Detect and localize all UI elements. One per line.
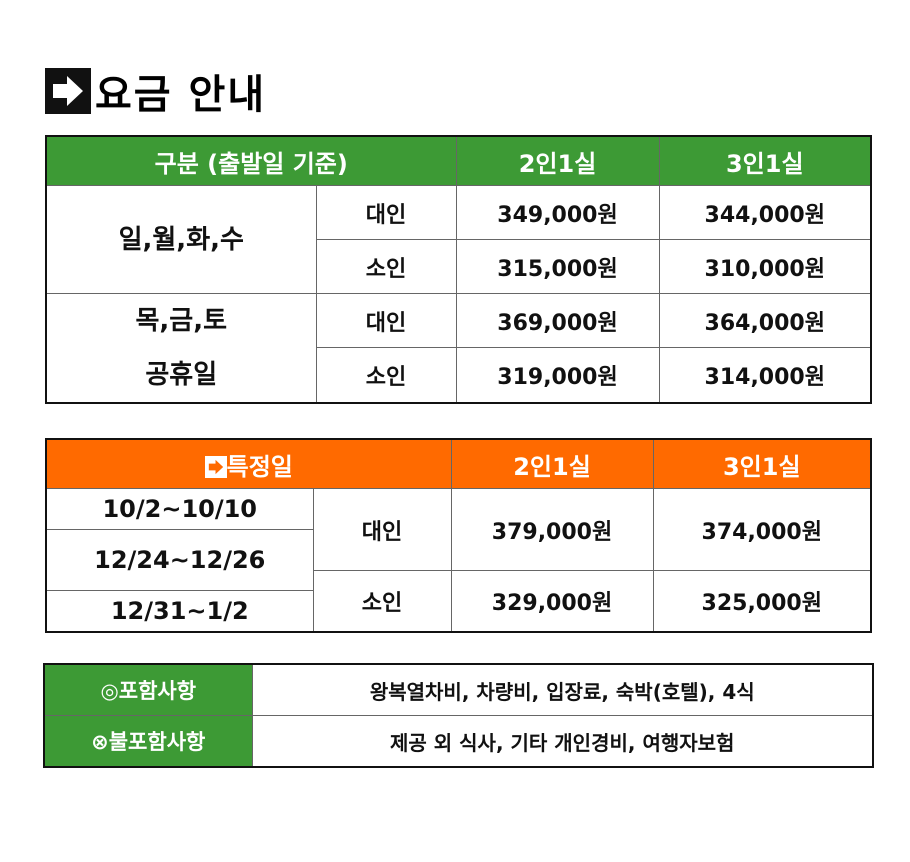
cell: 315,000원 xyxy=(455,239,660,294)
row: 소인 319,000원 314,000원 xyxy=(46,347,872,404)
date-cell: 10/2~10/10 xyxy=(45,488,314,530)
cell: 369,000원 xyxy=(455,292,660,349)
title-text: 요금 안내 xyxy=(95,72,267,118)
cell: 364,000원 xyxy=(658,292,872,349)
cell: 대인 xyxy=(312,488,452,571)
day-cell: 일,월,화,수 xyxy=(45,185,317,294)
special-date-table: 특정일 2인1실 3인1실 10/2~10/10 대인 379,000원 374… xyxy=(45,438,872,633)
header-row: 구분 (출발일 기준) 2인1실 3인1실 xyxy=(45,135,872,186)
cell: 319,000원 xyxy=(455,347,660,404)
header-cell: 구분 (출발일 기준) xyxy=(45,135,457,186)
row: 12/31~1/2 xyxy=(45,590,871,632)
date-cell: 12/24~12/26 xyxy=(45,529,314,591)
arrow-icon xyxy=(45,68,91,114)
cell: 제공 외 식사, 기타 개인경비, 여행자보험 xyxy=(251,715,874,768)
row: ◎포함사항 왕복열차비, 차량비, 입장료, 숙박(호텔), 4식 xyxy=(43,663,874,716)
cell: 310,000원 xyxy=(658,239,872,294)
header-cell: 3인1실 xyxy=(652,438,872,489)
cell: 소인 xyxy=(315,347,457,404)
header-cell: 3인1실 xyxy=(658,135,872,186)
cell: 왕복열차비, 차량비, 입장료, 숙박(호텔), 4식 xyxy=(251,663,874,716)
day-line: 일,월,화,수 xyxy=(118,224,244,255)
cell: 325,000원 xyxy=(652,570,872,632)
cell: 소인 xyxy=(315,239,457,294)
cell: 329,000원 xyxy=(450,570,654,632)
date-cell: 12/31~1/2 xyxy=(45,590,314,632)
row: 소인 329,000원 325,000원 xyxy=(46,570,872,632)
inclusion-table: ◎포함사항 왕복열차비, 차량비, 입장료, 숙박(호텔), 4식 ⊗불포함사항… xyxy=(43,663,874,768)
cell: 소인 xyxy=(312,570,452,632)
day-line: 공휴일 xyxy=(145,360,218,390)
row: 10/2~10/10 대인 379,000원 374,000원 xyxy=(45,488,872,571)
header-row: 특정일 2인1실 3인1실 xyxy=(45,438,872,489)
day-line: 목,금,토 xyxy=(135,306,227,336)
cell: 344,000원 xyxy=(658,185,872,240)
cell: 대인 xyxy=(315,185,457,240)
arrow-icon xyxy=(204,455,227,478)
label-cell: ⊗불포함사항 xyxy=(43,715,253,768)
cell: 374,000원 xyxy=(652,488,872,571)
label-cell: ◎포함사항 xyxy=(43,663,253,716)
row: ⊗불포함사항 제공 외 식사, 기타 개인경비, 여행자보험 xyxy=(43,715,874,768)
cell: 379,000원 xyxy=(450,488,654,571)
header-cell: 특정일 xyxy=(45,438,452,489)
cell: 대인 xyxy=(315,292,457,349)
row: 일,월,화,수 대인 349,000원 344,000원 xyxy=(45,185,872,294)
header-text: 특정일 xyxy=(226,452,293,481)
page-title: 요금 안내 xyxy=(45,64,266,118)
cell: 314,000원 xyxy=(658,347,872,404)
cell: 349,000원 xyxy=(455,185,660,240)
price-table: 구분 (출발일 기준) 2인1실 3인1실 일,월,화,수 대인 349,000… xyxy=(45,135,872,404)
header-cell: 2인1실 xyxy=(450,438,654,489)
header-cell: 2인1실 xyxy=(455,135,660,186)
